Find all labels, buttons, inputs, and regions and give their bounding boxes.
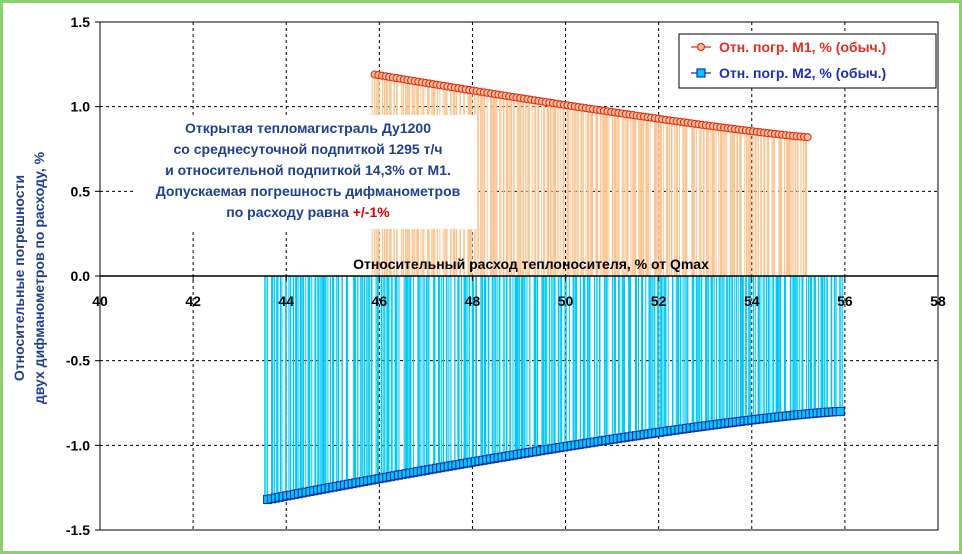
x-axis-label: Относительный расход теплоносителя, % от… [353, 256, 709, 272]
legend: Отн. погр. М1, % (обыч.) Отн. погр. М2, … [678, 33, 937, 89]
y-tick-label: 0.0 [71, 268, 91, 284]
y-tick-label: 0.5 [71, 183, 91, 199]
chart-frame: 40 42 44 46 48 50 52 54 56 58 1.5 1.0 0.5 0.0 -0.5 -1.0… [3, 3, 959, 551]
x-tick-label: 42 [185, 293, 201, 309]
x-tick-label: 54 [744, 293, 760, 309]
y-tick-label: -0.5 [66, 353, 90, 369]
x-tick-label: 56 [837, 293, 853, 309]
y-axis-label-line2: двух дифманометров по расходу, % [31, 151, 47, 404]
y-axis-label-line1: Относительные погрешности [11, 175, 27, 381]
x-tick-label: 58 [930, 293, 946, 309]
y-tick-label: -1.0 [66, 437, 90, 453]
annotation-line5: по расходу равна +/-1% [226, 204, 390, 220]
y-tick-label: -1.5 [66, 522, 90, 538]
y-tick-label: 1.0 [71, 99, 91, 115]
legend-label-m1: Отн. погр. М1, % (обыч.) [719, 39, 886, 55]
legend-label-m2: Отн. погр. М2, % (обыч.) [719, 65, 886, 81]
annotation-line5-text: по расходу равна [226, 204, 352, 220]
data-point-m2 [835, 406, 845, 417]
legend-marker-m2 [696, 68, 706, 78]
x-tick-label: 40 [92, 293, 108, 309]
annotation-line2: со среднесуточной подпиткой 1295 т/ч [174, 141, 443, 157]
x-tick-label: 44 [278, 293, 294, 309]
x-tick-label: 52 [651, 293, 667, 309]
x-tick-label: 46 [372, 293, 388, 309]
legend-marker-m1 [696, 42, 706, 52]
annotation-tolerance: +/-1% [353, 204, 391, 220]
x-tick-label: 50 [558, 293, 574, 309]
y-tick-label: 1.5 [71, 14, 91, 30]
annotation-line4: Допускаемая погрешность дифманометров [156, 183, 461, 199]
chart-svg: 40 42 44 46 48 50 52 54 56 58 1.5 1.0 0.5 0.0 -0.5 -1.0… [3, 3, 959, 551]
annotation-line3: и относительной подпиткой 14,3% от М1. [165, 162, 451, 178]
annotation-box: Открытая тепломагистраль Ду1200 со средн… [133, 115, 477, 229]
annotation-line1: Открытая тепломагистраль Ду1200 [185, 120, 431, 136]
x-tick-label: 48 [465, 293, 481, 309]
data-point-m1 [803, 133, 812, 142]
